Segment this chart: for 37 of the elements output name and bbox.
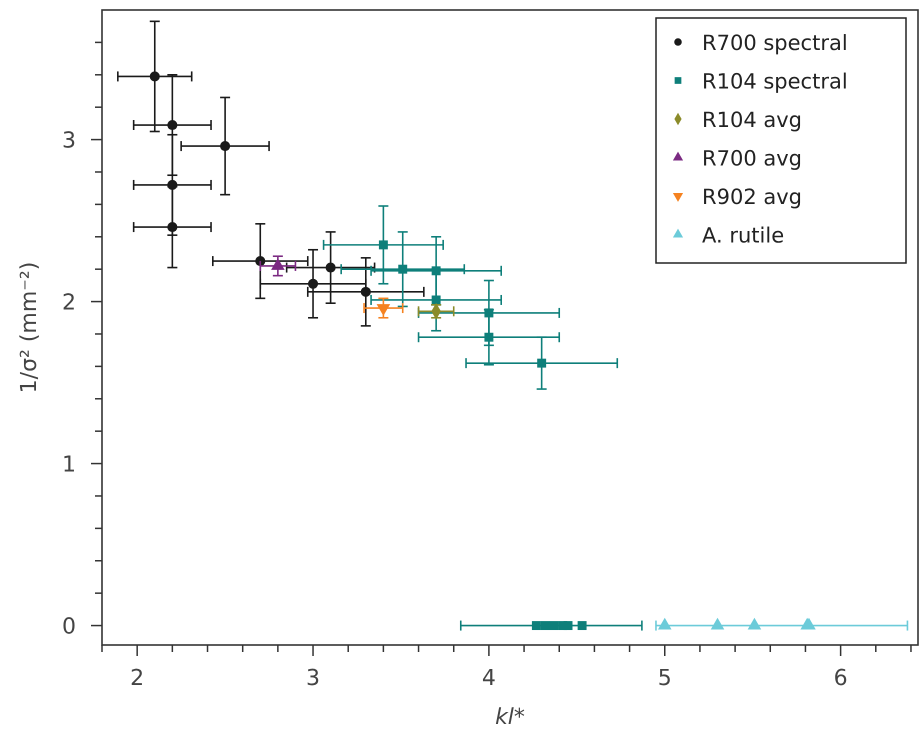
point bbox=[150, 71, 160, 82]
point bbox=[484, 332, 494, 342]
y-axis-title: 1/σ² (mm⁻²) bbox=[17, 262, 42, 394]
y-tick-label: 3 bbox=[62, 128, 76, 154]
x-tick-label: 5 bbox=[658, 666, 672, 691]
legend-label: R104 avg bbox=[702, 108, 802, 132]
point bbox=[532, 621, 541, 630]
legend-label: A. rutile bbox=[702, 224, 784, 248]
legend-label: R104 spectral bbox=[702, 70, 848, 94]
point bbox=[537, 358, 546, 368]
point bbox=[308, 278, 318, 289]
x-tick-label: 6 bbox=[834, 666, 848, 691]
point bbox=[360, 286, 371, 297]
x-tick-label: 2 bbox=[130, 666, 144, 691]
x-tick-label: 3 bbox=[306, 666, 320, 691]
point bbox=[564, 621, 573, 630]
legend-label: R700 spectral bbox=[702, 31, 848, 55]
point bbox=[432, 295, 441, 304]
point bbox=[220, 141, 230, 152]
point bbox=[167, 180, 178, 190]
point bbox=[167, 222, 178, 232]
y-tick-label: 2 bbox=[62, 290, 76, 316]
point bbox=[326, 262, 336, 273]
x-tick-label: 4 bbox=[482, 666, 496, 691]
y-tick-label: 1 bbox=[62, 452, 76, 478]
point bbox=[578, 621, 587, 630]
x-axis-title: kl* bbox=[495, 705, 525, 730]
y-tick-label: 0 bbox=[62, 614, 76, 640]
point bbox=[378, 240, 388, 250]
point bbox=[549, 621, 558, 630]
point bbox=[540, 621, 550, 630]
legend-label: R700 avg bbox=[702, 146, 802, 170]
point bbox=[484, 308, 494, 318]
point bbox=[167, 120, 178, 130]
point bbox=[398, 264, 408, 274]
point bbox=[432, 266, 441, 276]
legend-label: R902 avg bbox=[702, 185, 802, 209]
